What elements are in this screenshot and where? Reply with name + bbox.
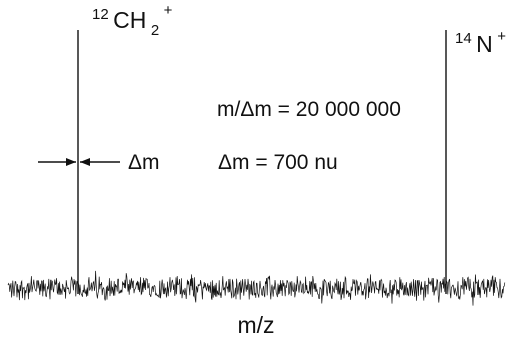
peak-label-n-mass: 14 (455, 30, 472, 47)
width-marker-right-arrowhead (80, 158, 90, 166)
peak-label-ch2: 12 CH 2 + (92, 2, 173, 39)
peak-label-n-charge: + (497, 28, 506, 45)
width-marker-label: Δm (128, 151, 160, 174)
peak-label-ch2-mass: 12 (92, 6, 109, 23)
noise-baseline (7, 270, 506, 306)
peaks-group (77, 30, 447, 294)
width-marker-group (38, 158, 120, 166)
noise-baseline-group (7, 270, 506, 306)
peak-label-n-element: N (476, 31, 493, 57)
resolving-power-annotation: m/Δm = 20 000 000 (217, 98, 401, 121)
peak-label-n: 14 N + (455, 28, 506, 57)
width-value-annotation: Δm = 700 nu (218, 151, 338, 174)
x-axis-label: m/z (237, 312, 274, 338)
width-marker-left-arrowhead (66, 158, 76, 166)
peak-label-ch2-subscript: 2 (151, 22, 159, 39)
peak-label-ch2-element: CH (113, 7, 146, 33)
peak-label-ch2-charge: + (164, 2, 173, 19)
